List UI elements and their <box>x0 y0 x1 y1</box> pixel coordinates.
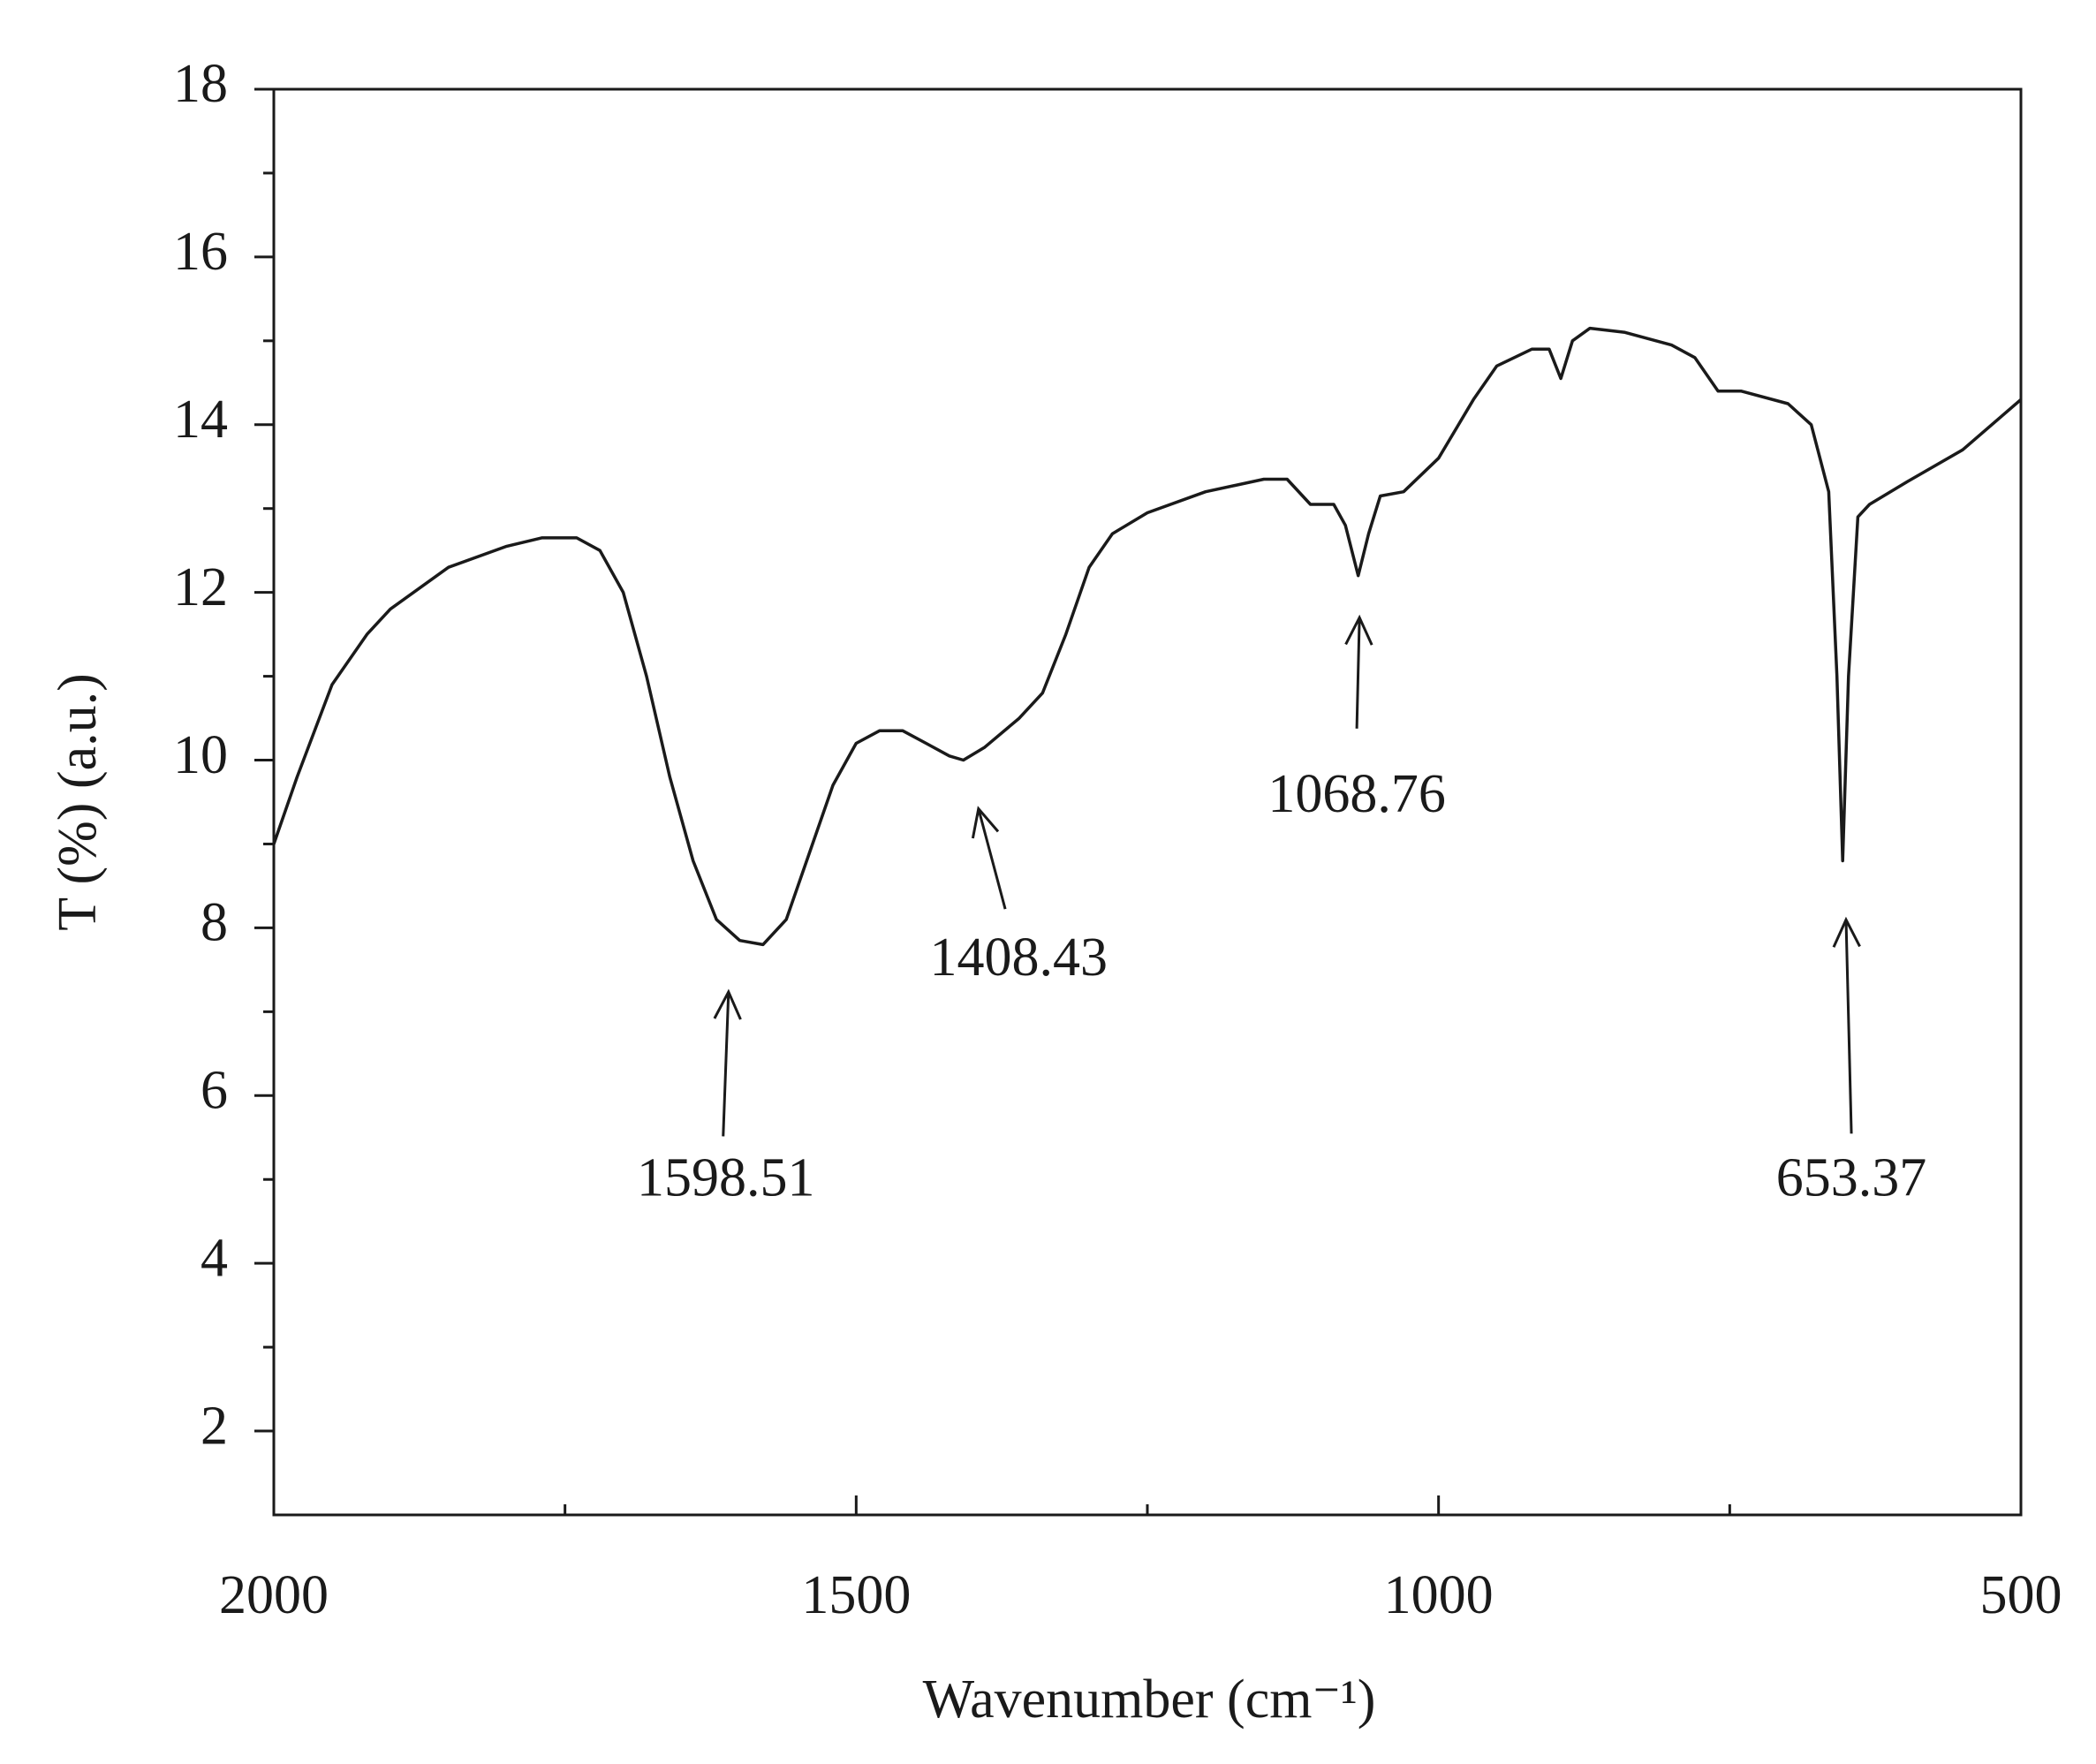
y-tick-label: 14 <box>173 390 228 450</box>
spectrum-line <box>272 326 2023 947</box>
y-tick-label: 6 <box>201 1061 228 1121</box>
y-tick-label: 2 <box>201 1396 228 1456</box>
peak-label: 1068.76 <box>1267 764 1446 824</box>
arrow-head <box>713 988 742 1020</box>
x-tick-label: 1500 <box>801 1565 911 1625</box>
y-tick-label: 4 <box>201 1228 228 1288</box>
y-tick-label: 12 <box>173 557 228 617</box>
y-tick-label: 18 <box>173 54 228 114</box>
x-tick-label: 500 <box>1980 1565 2062 1625</box>
x-tick-label: 2000 <box>219 1565 329 1625</box>
x-axis-label: Wavenumber (cm⁻¹) <box>923 1669 1376 1730</box>
arrow-shaft <box>977 808 1007 910</box>
arrow-shaft <box>722 991 730 1137</box>
arrow-head <box>1344 614 1373 646</box>
x-tick-label: 1000 <box>1384 1565 1494 1625</box>
y-tick-label: 8 <box>201 893 228 953</box>
y-tick-label: 10 <box>173 725 228 785</box>
peak-label: 1408.43 <box>929 927 1108 988</box>
y-tick-label: 16 <box>173 222 228 282</box>
arrow-head <box>1832 916 1861 948</box>
y-axis-label: T (%) (a.u.) <box>48 673 108 931</box>
arrow-shaft <box>1844 920 1853 1134</box>
peak-label: 653.37 <box>1776 1148 1927 1208</box>
arrow-shaft <box>1355 617 1361 729</box>
arrow-head <box>971 806 1000 839</box>
peak-label: 1598.51 <box>637 1148 815 1208</box>
plot-frame <box>272 87 2023 1517</box>
